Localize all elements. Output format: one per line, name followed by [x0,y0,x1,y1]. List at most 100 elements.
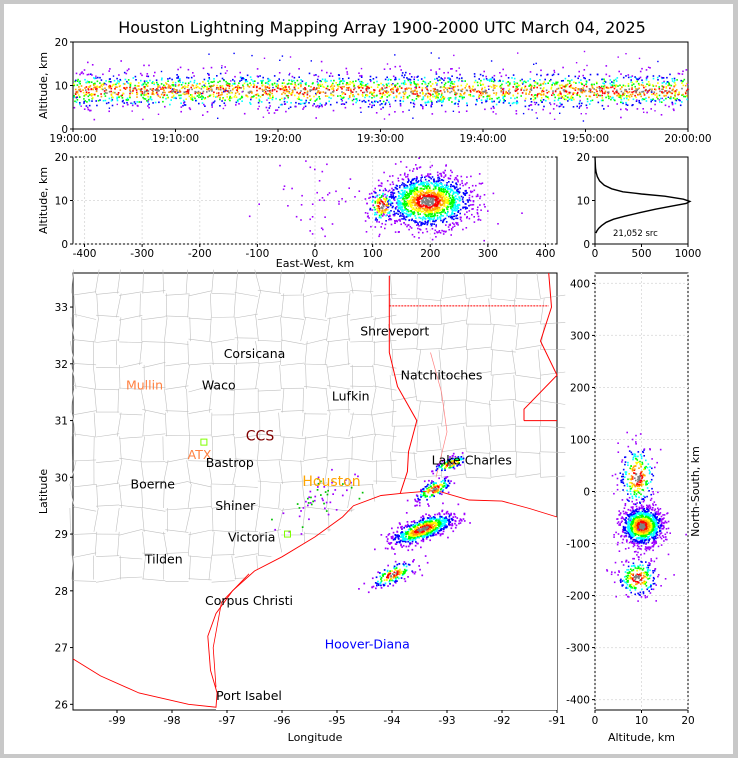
time-altitude-point [190,98,192,100]
east-west-point [454,204,457,207]
east-west-point [466,217,468,219]
time-altitude-point [390,88,393,90]
time-altitude-point [358,86,360,89]
county-line [165,315,189,318]
east-west-point [331,223,334,225]
time-altitude-point [474,79,477,82]
east-west-point [371,201,374,203]
time-altitude-point [343,103,346,105]
county-line [466,294,492,299]
time-altitude-point [502,89,505,92]
east-west-point [369,196,372,199]
time-altitude-point [116,96,118,99]
time-altitude-point [315,105,318,108]
time-altitude-point [178,79,181,82]
time-altitude-point [400,96,402,99]
time-altitude-point [380,103,383,105]
time-altitude-point [435,73,438,75]
time-altitude-point [108,90,111,93]
east-west-point [475,184,477,187]
time-altitude-point [143,92,146,94]
east-west-point [400,209,403,211]
east-west-point [466,176,468,178]
time-altitude-point [281,82,284,84]
east-west-point [427,173,429,175]
time-altitude-point [486,79,489,81]
time-altitude-point [154,101,157,104]
time-altitude-point [548,80,551,82]
east-west-point [437,179,440,181]
time-altitude-point [450,68,452,70]
east-west-point [376,205,378,207]
time-altitude-point [268,90,271,92]
time-altitude-point [666,76,668,79]
time-altitude-point [533,80,535,82]
time-altitude-point [285,94,288,97]
time-altitude-point [182,93,185,95]
east-west-point [441,211,443,213]
time-altitude-point [95,75,97,77]
time-altitude-point [303,91,306,94]
time-altitude-point [435,93,437,95]
time-altitude-point [585,104,588,107]
east-west-point [433,216,436,218]
time-altitude-point [288,74,290,76]
time-altitude-point [79,88,82,91]
time-altitude-point [87,81,90,83]
time-altitude-point [601,87,604,90]
east-west-point [384,211,387,214]
time-altitude-point [611,86,614,88]
county-line [373,385,397,391]
county-line [96,578,120,583]
east-west-point [417,198,420,201]
time-altitude-point [605,73,608,76]
time-altitude-point [568,85,571,88]
time-altitude-point [118,82,120,85]
time-altitude-point [174,91,176,93]
time-altitude-point [79,103,81,106]
time-altitude-point [317,75,320,78]
east-west-point [409,169,411,172]
time-altitude-point [436,101,438,103]
time-altitude-point [179,90,181,92]
east-west-point [437,200,439,203]
time-altitude-point [525,92,527,94]
east-west-point [420,179,422,181]
east-west-point [428,186,431,189]
time-altitude-point [574,75,577,78]
time-altitude-point [233,83,236,85]
county-line [139,341,143,365]
east-west-point [427,174,429,177]
time-altitude-point [448,87,450,90]
time-altitude-point [578,70,580,73]
time-altitude-point [178,91,181,93]
time-altitude-point [76,90,79,93]
east-west-point [457,180,459,183]
east-west-point [439,202,441,205]
time-altitude-point [230,80,232,82]
time-altitude-point [615,91,618,94]
time-altitude-point [602,82,604,84]
time-altitude-point [221,93,223,96]
time-altitude-point [285,86,287,88]
county-line [164,388,168,413]
time-altitude-point [201,97,204,99]
east-west-point [372,196,375,198]
county-line [540,371,566,376]
time-altitude-point [102,73,104,76]
time-altitude-point [522,81,525,83]
time-altitude-point [603,80,606,82]
east-west-point [454,205,456,208]
time-altitude-point [229,99,231,102]
time-altitude-point [80,72,83,74]
east-west-point [479,204,481,206]
east-west-point [443,202,445,205]
east-west-point [301,194,303,197]
county-line [303,338,328,345]
time-altitude-point [83,69,86,71]
east-west-point [432,188,435,190]
east-west-point [406,194,408,197]
east-west-point [458,204,461,207]
time-altitude-point [221,67,223,69]
county-line [233,293,236,318]
